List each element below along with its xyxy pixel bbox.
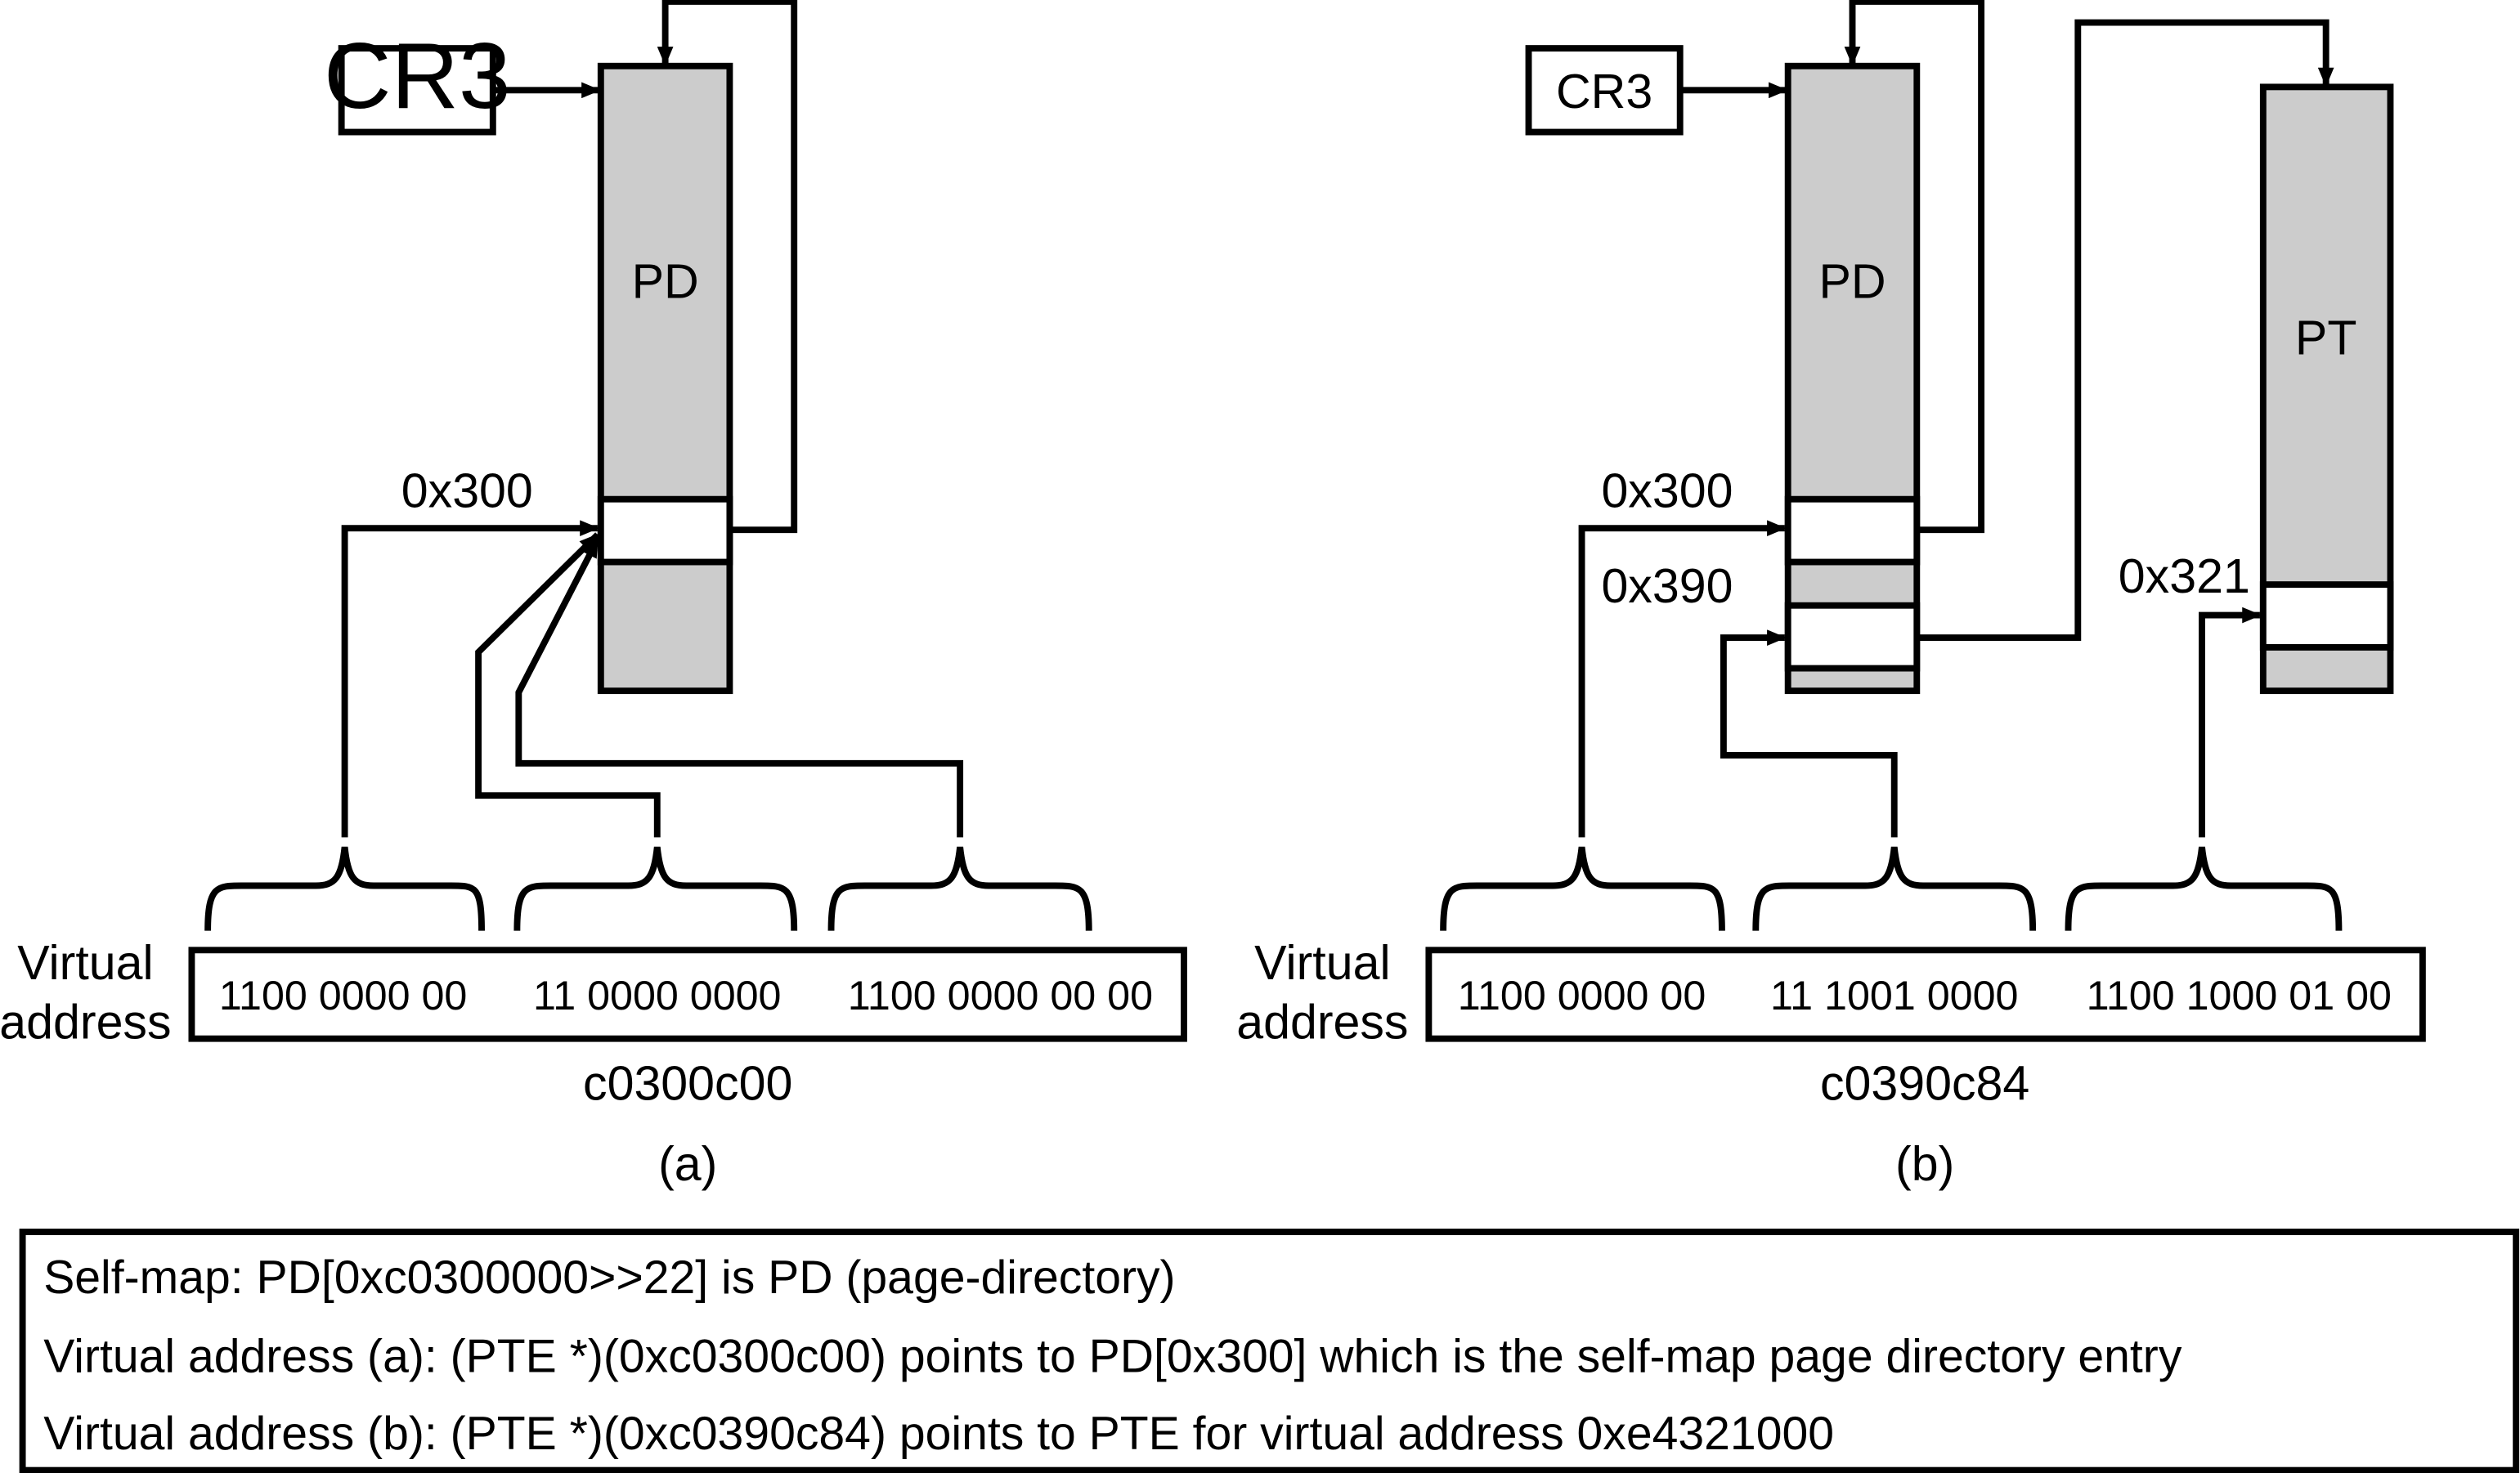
page-directory-b (1784, 62, 1921, 695)
cr3-register-b (1525, 45, 1684, 136)
page-directory-a (597, 62, 733, 695)
bits-pd-index-a: 1100 0000 00 (219, 973, 467, 1019)
cr3-label-b: CR3 (1556, 64, 1652, 119)
note-line-2: Virtual address (a): (PTE *)(0xc0300c00)… (43, 1330, 2182, 1382)
pd-index-arrow-b (1578, 520, 1787, 838)
index-0x300-a: 0x300 (401, 463, 533, 518)
brace-offset-b (2065, 846, 2343, 931)
pd-entry-0x300-a (597, 495, 733, 566)
pt-label-b: PT (2295, 310, 2357, 365)
self-map-loop-arrow-a (657, 0, 798, 534)
vaddr-label-line2-a: address (0, 995, 172, 1050)
pd-entry-0x390-b (1784, 602, 1921, 672)
pd-index-arrow-a (341, 520, 599, 838)
vaddr-box-b (1425, 947, 2426, 1042)
note-line-1: Self-map: PD[0xc0300000>>22] is PD (page… (43, 1251, 1175, 1304)
hex-address-b: c0390c84 (1820, 1056, 2029, 1111)
brace-pt-index-a (513, 846, 798, 931)
brace-pt-index-b (1752, 846, 2037, 931)
pd-to-pt-arrow-b (1917, 19, 2334, 642)
pt-index-arrow-b (1720, 629, 1898, 838)
offset-arrow-b (2199, 607, 2262, 838)
cr3-register-a (338, 45, 496, 136)
bits-offset-a: 1100 0000 00 00 (848, 973, 1153, 1019)
panel-a: CR3 PD 0x300 Virtual address 1100 0000 0… (0, 0, 1187, 1191)
pd-entry-0x300-b (1784, 495, 1921, 566)
bits-pt-index-b: 11 1001 0000 (1770, 973, 2018, 1019)
vaddr-label-line2-b: address (1236, 995, 1408, 1050)
note-line-3: Virtual address (b): (PTE *)(0xc0390c84)… (43, 1408, 1834, 1460)
pt-index-arrow-a (475, 532, 661, 838)
offset-arrow-a (515, 538, 964, 838)
vaddr-label-line1-b: Virtual (1254, 935, 1390, 990)
caption-b: (b) (1895, 1136, 1954, 1191)
index-0x321-b: 0x321 (2119, 548, 2250, 603)
vaddr-label-line1-a: Virtual (17, 935, 153, 990)
bits-offset-b: 1100 1000 01 00 (2087, 973, 2392, 1019)
notes-box: Self-map: PD[0xc0300000>>22] is PD (page… (19, 1229, 2520, 1473)
cr3-label-a: CR3 (324, 25, 511, 128)
index-0x300-b: 0x300 (1601, 463, 1733, 518)
vaddr-box-a (188, 947, 1187, 1042)
bits-pt-index-a: 11 0000 0000 (533, 973, 781, 1019)
pd-label-a: PD (632, 253, 699, 308)
brace-pd-index-b (1440, 846, 1725, 931)
notes-frame (19, 1229, 2520, 1473)
caption-a: (a) (658, 1136, 717, 1191)
brace-offset-a (827, 846, 1092, 931)
bits-pd-index-b: 1100 0000 00 (1458, 973, 1706, 1019)
self-map-loop-arrow-b (1844, 0, 1985, 534)
index-0x390-b: 0x390 (1601, 558, 1733, 613)
brace-pd-index-a (204, 846, 485, 931)
hex-address-a: c0300c00 (583, 1056, 792, 1111)
panel-b: CR3 PD PT 0x300 0x390 0x321 Virtual addr… (1236, 0, 2426, 1191)
pt-entry-0x321-b (2259, 581, 2394, 651)
pd-label-b: PD (1818, 253, 1886, 308)
